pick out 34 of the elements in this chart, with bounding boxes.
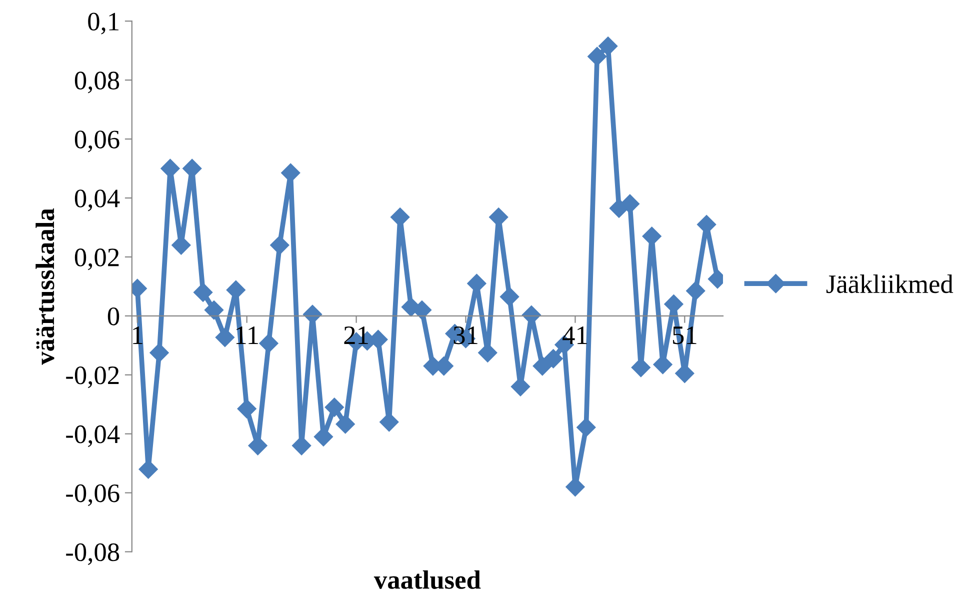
point — [281, 163, 300, 182]
point — [324, 398, 344, 417]
point — [215, 328, 234, 347]
point — [686, 281, 706, 300]
y-tick-label: -0,02 — [66, 366, 119, 388]
point — [500, 287, 520, 306]
point — [204, 300, 224, 320]
y-tick-label: 0,08 — [74, 72, 120, 94]
point — [194, 282, 213, 302]
y-tick-label: -0,08 — [66, 543, 120, 565]
y-tick-label: 0,1 — [88, 12, 119, 34]
point — [588, 46, 607, 66]
point — [237, 399, 256, 418]
y-tick-label: 0,02 — [74, 248, 119, 270]
point — [292, 436, 312, 456]
point — [380, 412, 399, 432]
point — [336, 414, 355, 434]
point — [544, 349, 563, 368]
point — [270, 236, 290, 255]
x-axis-title: vaatlused — [374, 570, 481, 589]
y-axis-title: väärtusskaala — [36, 208, 54, 365]
y-tick-label: -0,06 — [66, 484, 120, 506]
y-tick-label: 0 — [108, 308, 120, 326]
point — [259, 334, 278, 353]
y-tick-label: 0,04 — [74, 190, 120, 212]
point — [598, 36, 618, 56]
point — [532, 356, 552, 376]
point — [576, 418, 596, 437]
point — [150, 343, 169, 362]
point — [620, 194, 640, 214]
y-tick-label: -0,04 — [66, 425, 120, 448]
y-tick-label: 0,06 — [74, 130, 120, 152]
x-tick-label: 1 — [133, 326, 142, 344]
legend-label: Jääkliikmed — [826, 274, 954, 294]
